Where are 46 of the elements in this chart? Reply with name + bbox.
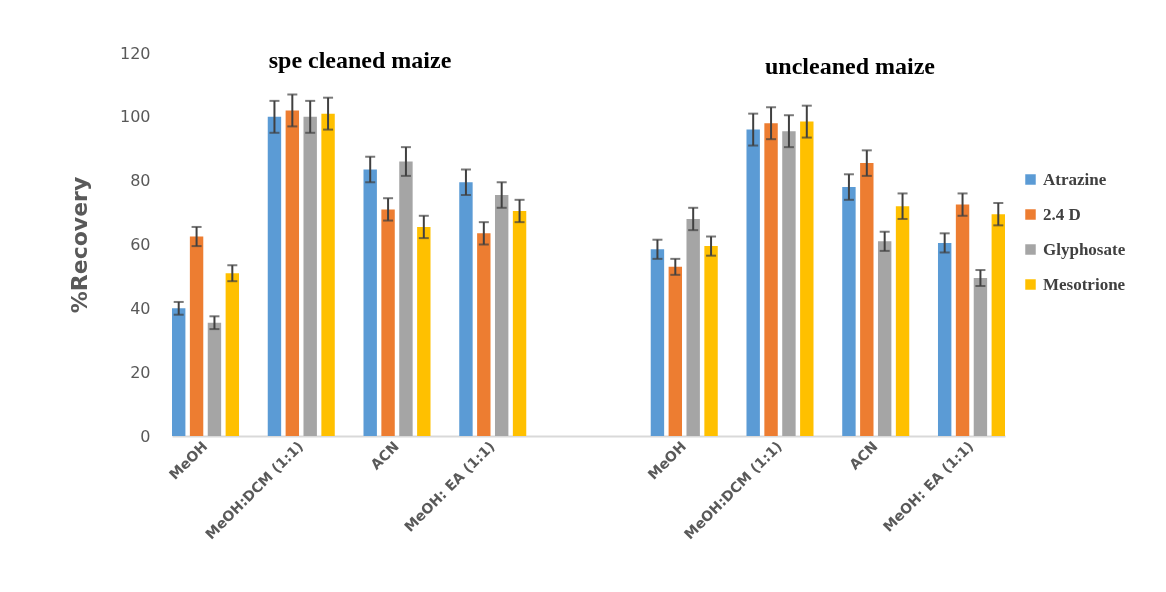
bar xyxy=(285,110,300,436)
y-tick-label: 60 xyxy=(130,235,151,254)
y-tick-label: 20 xyxy=(130,362,151,382)
legend-label: Mesotrione xyxy=(1043,274,1126,294)
bar xyxy=(955,204,970,436)
bar xyxy=(895,206,910,436)
bar xyxy=(668,266,683,436)
bar xyxy=(399,161,413,436)
bar xyxy=(991,214,1005,436)
bar xyxy=(973,278,988,436)
bar xyxy=(477,233,491,436)
y-tick-label: 80 xyxy=(130,171,151,191)
legend-label: 2.4 D xyxy=(1043,204,1081,224)
bar xyxy=(172,308,186,436)
bar xyxy=(782,131,796,436)
bar xyxy=(746,129,760,436)
annotation: spe cleaned maize xyxy=(268,47,452,73)
legend-label: Atrazine xyxy=(1043,169,1107,189)
bar xyxy=(764,123,778,436)
y-axis-title: %Recovery xyxy=(66,176,92,314)
bar xyxy=(303,116,317,436)
bar xyxy=(321,113,335,436)
bar xyxy=(381,209,395,436)
bar xyxy=(650,249,665,436)
y-tick-label: 100 xyxy=(119,107,151,127)
bar xyxy=(207,322,222,436)
legend-label: Glyphosate xyxy=(1043,239,1126,259)
y-tick-label: 120 xyxy=(119,43,151,63)
bar xyxy=(800,121,814,436)
bar xyxy=(189,236,204,436)
annotation: uncleaned maize xyxy=(765,53,936,79)
bar xyxy=(937,242,952,436)
bar xyxy=(704,246,718,436)
bar xyxy=(417,226,431,436)
bar xyxy=(225,273,240,436)
bar xyxy=(267,116,282,436)
y-tick-label: 0 xyxy=(140,426,151,446)
bar xyxy=(877,241,892,436)
y-tick-label: 40 xyxy=(130,298,151,318)
bar xyxy=(459,182,473,436)
bar xyxy=(860,163,874,436)
bar xyxy=(494,195,509,436)
bar xyxy=(363,169,377,436)
bar xyxy=(512,210,527,436)
bar xyxy=(686,218,700,436)
bar xyxy=(842,187,856,436)
